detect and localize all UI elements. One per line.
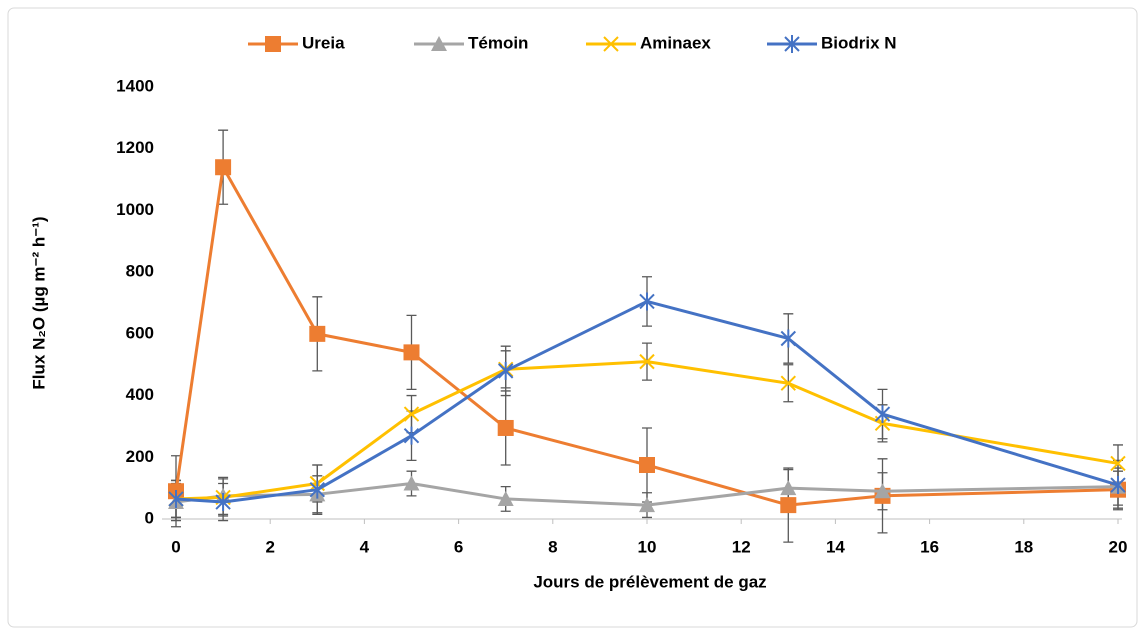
marker [403,475,420,491]
marker [639,353,655,370]
y-tick-label: 200 [126,447,154,466]
marker [168,489,184,508]
x-tick-label: 14 [826,537,845,556]
y-tick-label: 0 [145,508,154,527]
marker [403,426,420,445]
y-tick-label: 1200 [116,138,154,157]
marker [403,406,420,422]
legend-marker [265,36,281,52]
legend-label: Témoin [468,33,528,52]
marker [874,405,891,424]
legend-marker [431,36,447,51]
x-tick-label: 6 [454,537,463,556]
legend-label: Biodrix N [821,33,897,52]
y-tick-label: 600 [126,323,154,342]
legend-label: Ureia [302,33,345,52]
x-tick-label: 4 [360,537,370,556]
marker [1110,455,1126,472]
x-tick-label: 0 [171,537,180,556]
y-axis-title: Flux N₂O (µg m⁻² h⁻¹) [29,216,48,389]
x-tick-label: 2 [265,537,274,556]
x-tick-label: 10 [638,537,657,556]
x-tick-label: 12 [732,537,751,556]
marker [639,292,655,311]
marker [780,497,797,514]
marker [497,419,514,436]
marker [780,375,797,391]
marker [780,329,797,348]
x-axis-title: Jours de prélèvement de gaz [533,572,766,591]
chart-frame [7,7,1138,628]
marker [639,497,655,513]
marker [403,344,420,361]
marker [215,159,232,176]
y-tick-label: 1400 [116,76,154,95]
legend-marker [603,36,619,52]
legend-label: Aminaex [640,33,711,52]
y-tick-label: 400 [126,385,154,404]
legend-marker [784,35,800,53]
marker [309,480,326,499]
marker [639,457,655,473]
marker [497,361,514,380]
x-tick-label: 18 [1014,537,1033,556]
x-tick-label: 8 [548,537,557,556]
marker [780,480,797,496]
marker [215,493,231,512]
y-tick-label: 1000 [116,200,154,219]
marker [874,483,891,499]
marker [1110,476,1126,495]
marker [309,325,326,342]
x-tick-label: 20 [1109,537,1128,556]
y-tick-label: 800 [126,262,154,281]
x-tick-label: 16 [920,537,939,556]
marker [497,490,514,506]
